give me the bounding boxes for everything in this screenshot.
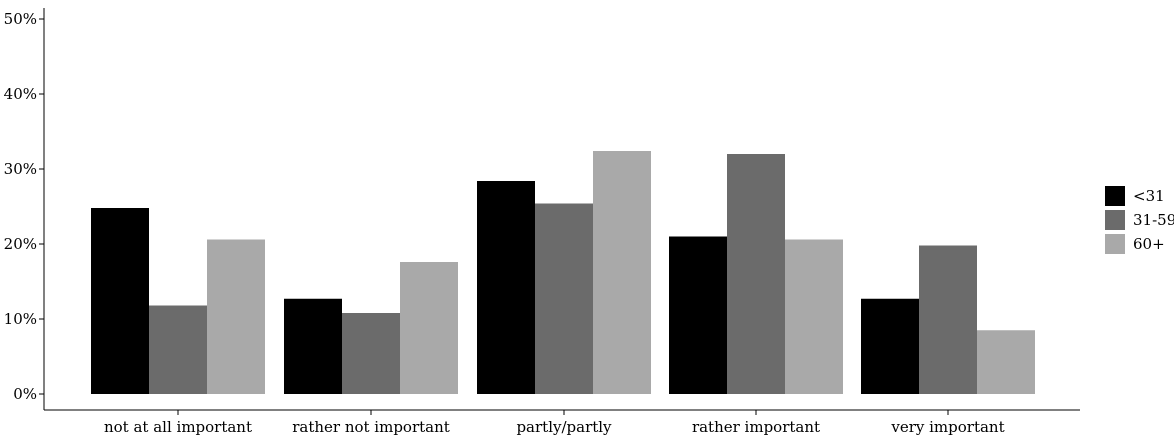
bar xyxy=(727,154,785,394)
bar xyxy=(669,236,727,394)
x-tick-label: very important xyxy=(890,418,1004,436)
x-tick-label: partly/partly xyxy=(516,418,612,436)
bar xyxy=(861,298,919,394)
y-tick-label: 0% xyxy=(13,385,37,403)
legend-swatch xyxy=(1105,210,1125,230)
x-tick-label: rather important xyxy=(692,418,820,436)
y-tick-label: 20% xyxy=(4,235,37,253)
bar xyxy=(400,262,458,394)
legend: <31 31-59 60+ xyxy=(1105,186,1174,254)
bar xyxy=(149,305,207,394)
y-tick-label: 30% xyxy=(4,160,37,178)
x-tick-label: rather not important xyxy=(292,418,450,436)
bar xyxy=(91,208,149,394)
legend-label: <31 xyxy=(1133,187,1165,205)
y-tick-label: 50% xyxy=(4,10,37,28)
bar xyxy=(284,298,342,394)
bar xyxy=(535,203,593,394)
legend-swatch xyxy=(1105,186,1125,206)
x-tick-label: not at all important xyxy=(104,418,252,436)
y-axis-ticks: 0% 10% 20% 30% 40% 50% xyxy=(4,10,44,403)
legend-swatch xyxy=(1105,234,1125,254)
legend-label: 60+ xyxy=(1133,235,1165,253)
bars xyxy=(91,151,1035,394)
bar xyxy=(785,239,843,394)
bar xyxy=(477,181,535,394)
bar xyxy=(207,239,265,394)
bar xyxy=(342,313,400,394)
legend-label: 31-59 xyxy=(1133,211,1174,229)
bar xyxy=(977,330,1035,394)
y-tick-label: 10% xyxy=(4,310,37,328)
y-tick-label: 40% xyxy=(4,85,37,103)
bar xyxy=(919,245,977,394)
x-axis-labels: not at all important rather not important… xyxy=(104,410,1005,436)
bar xyxy=(593,151,651,394)
